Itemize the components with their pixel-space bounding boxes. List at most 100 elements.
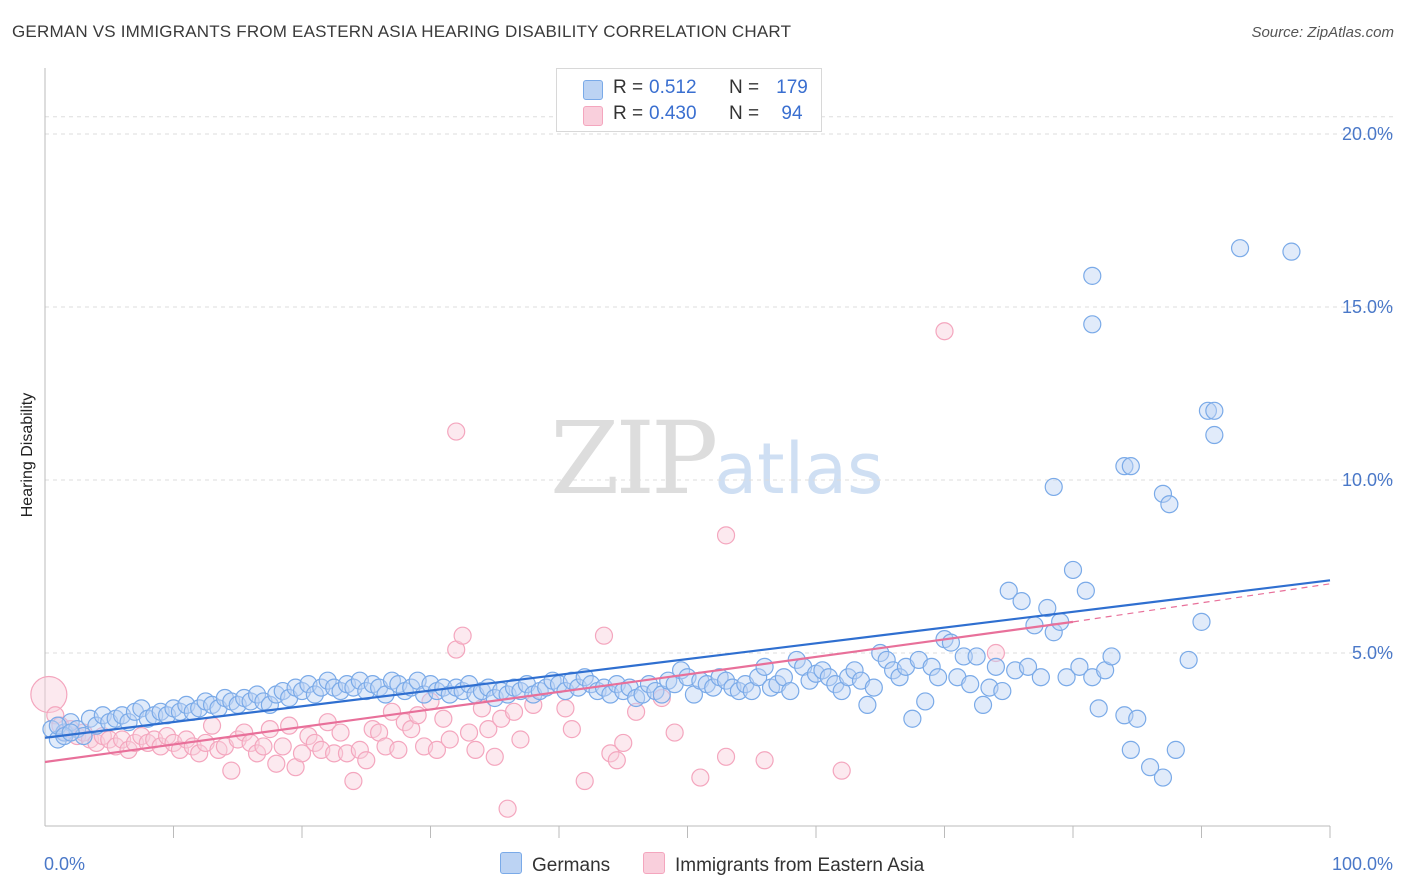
eastern-asia-point (832, 761, 851, 780)
german-point (864, 678, 883, 697)
german-point (1070, 657, 1089, 676)
eastern-asia-point (626, 702, 646, 721)
trend-lines (44, 579, 1331, 764)
eastern-asia-point (267, 754, 286, 773)
y-tick-label: 10.0% (1342, 470, 1393, 490)
eastern-asia-point (30, 675, 68, 714)
german-point (312, 678, 331, 697)
eastern-asia-point (305, 733, 324, 753)
chart-title: GERMAN VS IMMIGRANTS FROM EASTERN ASIA H… (12, 22, 792, 41)
legend-r-value: 0.430 (649, 103, 697, 124)
watermark-atlas: atlas (714, 428, 884, 510)
eastern-asia-point (504, 702, 524, 721)
german-point (729, 681, 749, 701)
eastern-asia-point (247, 744, 267, 763)
german-point (800, 671, 819, 690)
eastern-asia-point (498, 799, 517, 818)
legend-r-label: R = (613, 103, 644, 124)
eastern-asia-point (447, 422, 466, 441)
german-point (1179, 650, 1198, 670)
german-point (1031, 668, 1050, 687)
y-tick-label: 15.0% (1342, 297, 1393, 317)
german-point (916, 692, 935, 711)
legend-box: R = 0.512 N = 179 R = 0.430 N = 94 (556, 68, 822, 132)
german-point (1057, 668, 1076, 687)
y-axis-label: Hearing Disability (19, 393, 36, 518)
eastern-asia-point (440, 730, 459, 749)
legend-n-value: 94 (781, 103, 803, 124)
eastern-asia-point (357, 751, 376, 770)
german-point (877, 650, 896, 670)
eastern-asia-point (511, 730, 530, 749)
gridlines (45, 116, 1393, 654)
german-point (1140, 758, 1160, 777)
german-point (1160, 495, 1179, 514)
eastern-asia-point (190, 744, 209, 763)
eastern-asia-point (434, 709, 453, 728)
german-point (1089, 699, 1108, 718)
legend-r-value: 0.512 (649, 77, 697, 98)
legend-n-label: N = (729, 103, 760, 124)
bottom-legend-eastern-asia: Immigrants from Eastern Asia (643, 852, 924, 877)
german-point (1198, 401, 1218, 420)
german-point (61, 723, 80, 742)
eastern-asia-point (331, 723, 350, 742)
german-point (903, 709, 922, 728)
german-point (1121, 740, 1140, 759)
eastern-asia-swatch (583, 106, 603, 126)
german-point (1153, 768, 1173, 787)
german-point (1038, 598, 1057, 618)
germans-swatch (500, 852, 522, 874)
german-point (1205, 401, 1224, 420)
x-tick-label-min: 0.0% (44, 854, 85, 874)
german-point (1115, 457, 1134, 476)
german-point (1192, 612, 1211, 631)
eastern-asia-point (202, 716, 222, 735)
germans-trend-line (44, 579, 1331, 739)
eastern-asia-swatch (643, 852, 665, 874)
german-point (1282, 242, 1301, 261)
eastern-asia-point (594, 626, 614, 645)
watermark: ZIPatlas (550, 400, 883, 517)
eastern-asia-point (254, 737, 273, 756)
german-point (967, 647, 986, 666)
eastern-asia-point (389, 740, 408, 759)
eastern-asia-point (716, 526, 736, 545)
german-point (1128, 709, 1147, 728)
eastern-asia-point (665, 723, 684, 742)
eastern-asia-point (280, 716, 299, 735)
eastern-asia-trend-line (44, 620, 1074, 764)
eastern-asia-point (479, 720, 498, 739)
german-point (858, 695, 877, 715)
german-point (845, 661, 864, 680)
x-tick-label-max: 100.0% (1332, 854, 1393, 874)
y-tick-label: 20.0% (1342, 124, 1393, 144)
german-point (1076, 581, 1095, 600)
eastern-asia-point (222, 761, 241, 780)
eastern-asia-point (485, 747, 504, 766)
eastern-asia-point (607, 751, 626, 770)
german-point (819, 668, 838, 687)
eastern-asia-point (601, 744, 620, 763)
eastern-asia-point (299, 726, 318, 746)
german-point (1083, 266, 1102, 285)
eastern-asia-point (935, 322, 954, 341)
german-point (928, 668, 948, 687)
german-point (961, 675, 980, 694)
german-point (716, 671, 736, 690)
legend-n-label: N = (729, 77, 760, 98)
eastern-asia-point (691, 768, 710, 787)
germans-swatch (583, 80, 603, 100)
y-axis-tick-labels: 5.0% 10.0% 15.0% 20.0% (1342, 124, 1393, 663)
eastern-asia-point (755, 751, 774, 770)
german-point (305, 685, 324, 704)
german-point (1063, 560, 1083, 580)
german-point (1205, 425, 1224, 445)
y-tick-label: 5.0% (1352, 643, 1393, 663)
german-point (993, 681, 1012, 701)
eastern-asia-point (466, 740, 485, 759)
eastern-asia-point (562, 720, 581, 739)
german-point (1166, 740, 1185, 759)
eastern-asia-point (556, 699, 575, 718)
german-point (247, 685, 267, 704)
